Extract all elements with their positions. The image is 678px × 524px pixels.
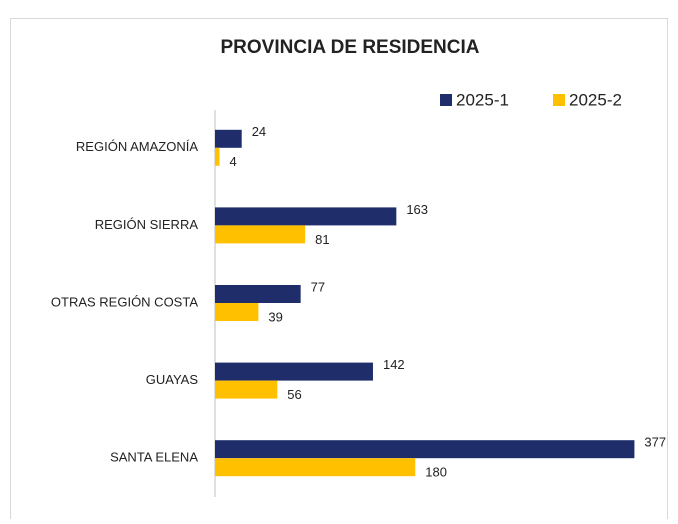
legend-label: 2025-1 xyxy=(456,90,509,109)
y-tick-label: REGIÓN SIERRA xyxy=(95,217,199,232)
bar xyxy=(215,129,242,148)
data-label: 4 xyxy=(229,154,236,169)
legend-swatch xyxy=(440,94,452,106)
data-label: 377 xyxy=(644,435,666,450)
bar xyxy=(215,285,301,303)
bar xyxy=(215,303,259,321)
y-tick-label: SANTA ELENA xyxy=(110,450,198,465)
data-label: 163 xyxy=(406,202,428,217)
chart-title: PROVINCIA DE RESIDENCIA xyxy=(221,37,480,58)
bar xyxy=(215,440,635,459)
data-label: 180 xyxy=(425,465,447,480)
data-label: 77 xyxy=(311,279,325,294)
data-label: 39 xyxy=(268,309,282,324)
data-label: 142 xyxy=(383,357,405,372)
bar xyxy=(215,207,397,226)
bar xyxy=(215,225,306,244)
y-tick-label: REGIÓN AMAZONÍA xyxy=(76,139,198,154)
data-label: 56 xyxy=(287,387,301,402)
legend-swatch xyxy=(553,94,565,106)
bar xyxy=(215,380,278,399)
y-tick-label: GUAYAS xyxy=(146,372,199,387)
data-label: 81 xyxy=(315,232,329,247)
bar xyxy=(215,458,416,477)
y-tick-label: OTRAS REGIÓN COSTA xyxy=(51,294,198,309)
legend-label: 2025-2 xyxy=(569,90,622,109)
bar xyxy=(215,147,220,166)
data-label: 24 xyxy=(252,124,266,139)
bar xyxy=(215,362,373,381)
